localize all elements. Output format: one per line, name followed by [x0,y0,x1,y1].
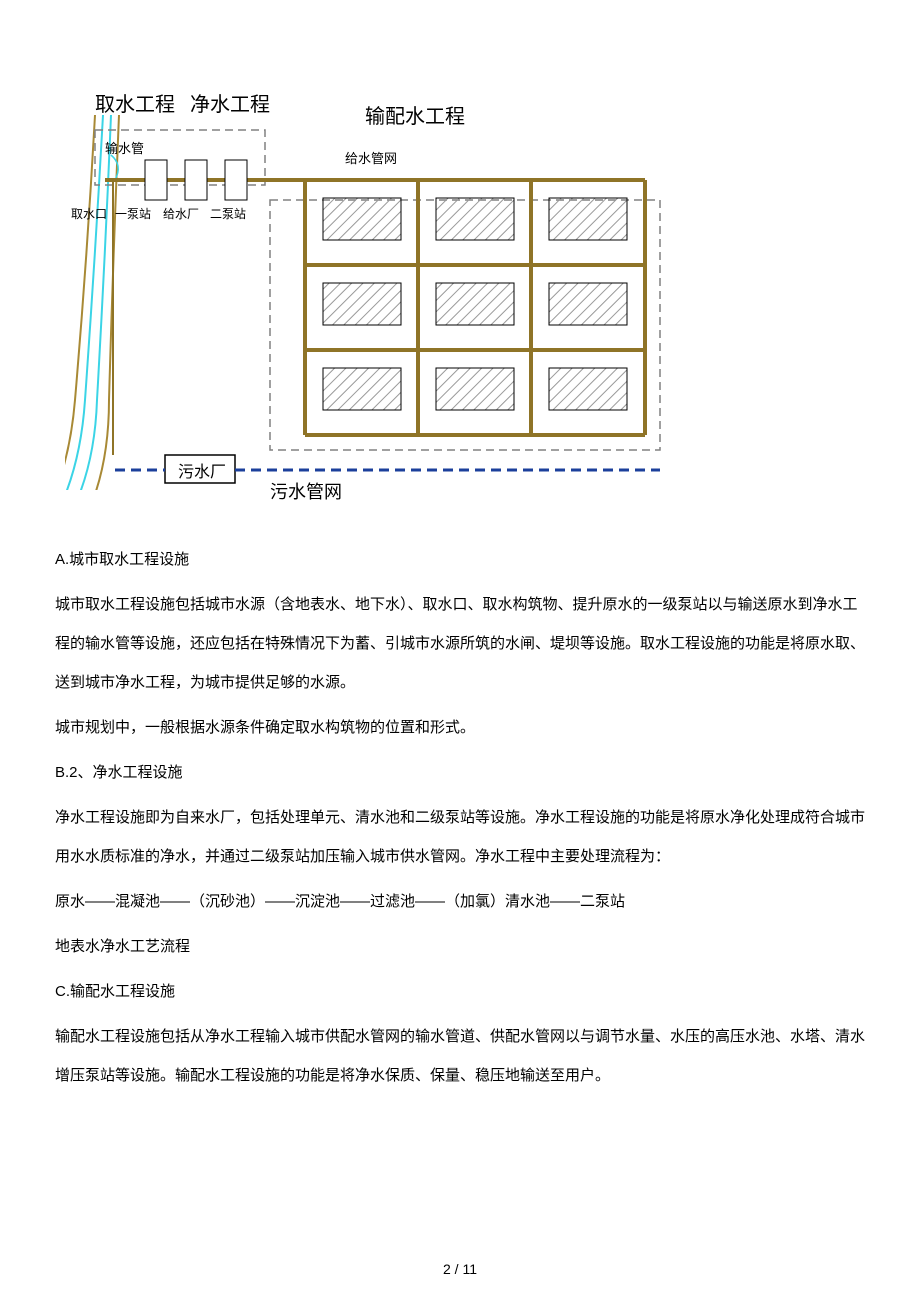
heading-c: C.输配水工程设施 [55,972,865,1011]
heading-b: B.2、净水工程设施 [55,753,865,792]
para-b2: 原水——混凝池——（沉砂池）——沉淀池——过滤池——（加氯）清水池——二泵站 [55,882,865,921]
label-sewnet: 污水管网 [270,478,342,504]
title-purify: 净水工程 [190,88,270,117]
para-a2: 城市规划中，一般根据水源条件确定取水构筑物的位置和形式。 [55,708,865,747]
label-sewplant: 污水厂 [178,458,226,482]
label-plant: 给水厂 [163,205,199,222]
title-intake: 取水工程 [95,88,175,117]
water-system-diagram: 取水工程 净水工程 输配水工程 输水管 给水管网 取水口 一泵站 给水厂 二泵站… [65,60,665,490]
label-intakeport: 取水口 [71,205,107,222]
page-total: 11 [462,1261,477,1277]
label-pump1: 一泵站 [115,205,151,222]
title-distrib: 输配水工程 [365,100,465,129]
para-b3: 地表水净水工艺流程 [55,927,865,966]
para-b1: 净水工程设施即为自来水厂，包括处理单元、清水池和二级泵站等设施。净水工程设施的功… [55,798,865,876]
label-pipe: 输水管 [105,138,144,157]
label-pump2: 二泵站 [210,205,246,222]
page-current: 2 [443,1261,451,1277]
para-a1: 城市取水工程设施包括城市水源（含地表水、地下水）、取水口、取水构筑物、提升原水的… [55,585,865,702]
heading-a: A.城市取水工程设施 [55,540,865,579]
label-supplynet: 给水管网 [345,148,397,167]
body-content: A.城市取水工程设施 城市取水工程设施包括城市水源（含地表水、地下水）、取水口、… [55,540,865,1095]
para-c1: 输配水工程设施包括从净水工程输入城市供配水管网的输水管道、供配水管网以与调节水量… [55,1017,865,1095]
page-number: 2 / 11 [0,1261,920,1277]
page-sep: / [451,1261,463,1277]
